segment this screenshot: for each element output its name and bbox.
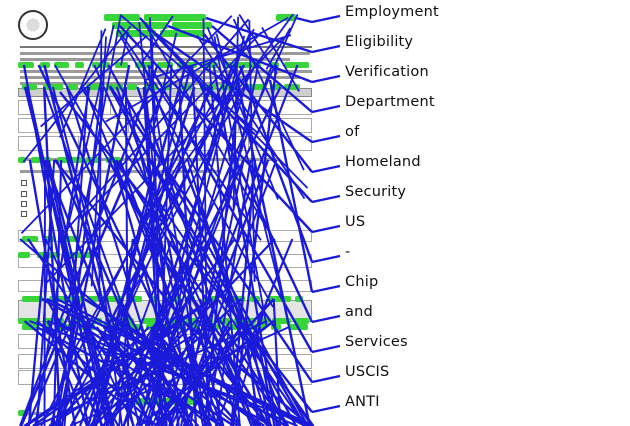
- leader-line: [311, 134, 341, 144]
- leader-line: [311, 404, 341, 414]
- i9-form-page: [16, 8, 316, 426]
- word-label: Homeland: [345, 154, 421, 170]
- word-label: Services: [345, 334, 408, 350]
- leader-line: [311, 164, 341, 174]
- form-footer: [20, 412, 44, 415]
- word-label: -: [345, 244, 351, 260]
- instructions-line: [20, 58, 290, 61]
- section-1-header: [18, 88, 312, 97]
- word-label: of: [345, 124, 360, 140]
- word-label: Chip: [345, 274, 379, 290]
- anti-discrimination-line: [20, 76, 300, 79]
- leader-line: [311, 74, 341, 84]
- attestation-line: [20, 170, 220, 173]
- anti-discrimination-line: [20, 82, 240, 85]
- start-here-line: [20, 46, 312, 48]
- word-label: Eligibility: [345, 34, 414, 50]
- preparer-address-row: [18, 370, 312, 385]
- leader-line: [311, 314, 341, 324]
- leader-line: [311, 194, 341, 204]
- word-label: Employment: [345, 4, 439, 20]
- leader-line: [311, 344, 341, 354]
- leader-line: [311, 44, 341, 54]
- address-row: [18, 118, 312, 133]
- preparer-name-row: [18, 354, 312, 369]
- word-label: Security: [345, 184, 407, 200]
- alien-authorized-checkbox[interactable]: [21, 211, 27, 217]
- attestation-line: [20, 158, 280, 161]
- word-label: ANTI: [345, 394, 380, 410]
- preparer-section: [18, 300, 312, 322]
- instructions-line: [20, 52, 310, 55]
- name-row: [18, 100, 312, 115]
- word-label: USCIS: [345, 364, 390, 380]
- alien-number-row: [18, 230, 312, 242]
- citizen-checkbox[interactable]: [21, 180, 27, 186]
- leader-line: [311, 224, 341, 234]
- leader-line: [311, 374, 341, 384]
- leader-line: [311, 284, 341, 294]
- permanent-resident-checkbox[interactable]: [21, 201, 27, 207]
- dob-ssn-row: [18, 136, 312, 151]
- word-label: Verification: [345, 64, 429, 80]
- signature-row: [18, 280, 312, 292]
- preparer-signature-row: [18, 334, 312, 349]
- word-label: US: [345, 214, 366, 230]
- leader-line: [311, 104, 341, 114]
- dhs-seal-icon: [18, 10, 48, 40]
- anti-discrimination-line: [20, 70, 312, 73]
- word-label: Department: [345, 94, 435, 110]
- word-label: and: [345, 304, 373, 320]
- leader-line: [311, 254, 341, 264]
- passport-row: [18, 254, 312, 268]
- noncitizen-national-checkbox[interactable]: [21, 191, 27, 197]
- leader-line: [311, 14, 341, 24]
